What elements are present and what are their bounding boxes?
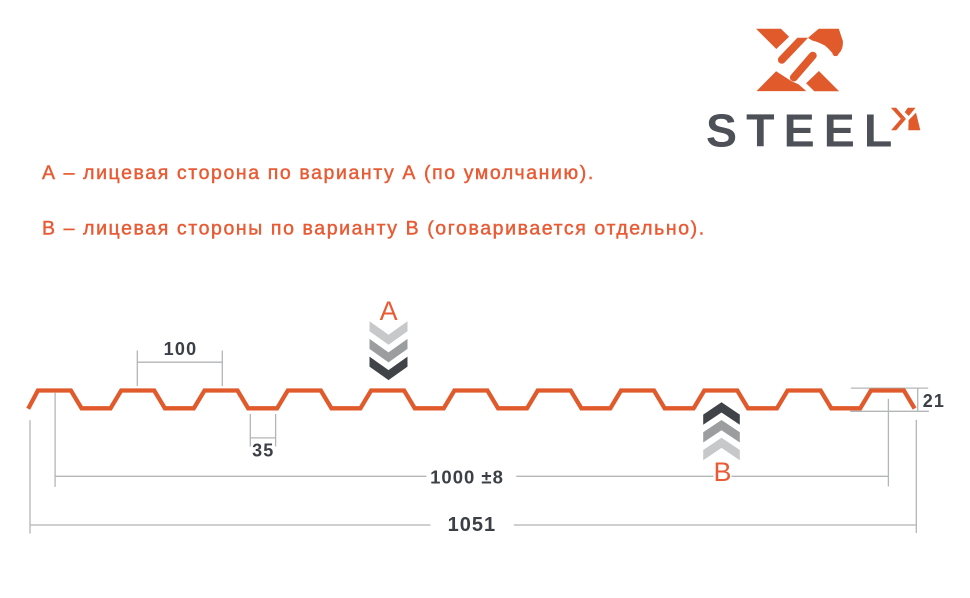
svg-text:А: А (380, 296, 398, 326)
svg-text:STEEL: STEEL (706, 105, 901, 157)
svg-text:В: В (713, 457, 731, 487)
svg-text:В – лицевая стороны по вариант: В – лицевая стороны по варианту В (огова… (42, 218, 706, 240)
svg-text:35: 35 (252, 441, 274, 461)
svg-text:А – лицевая сторона по вариант: А – лицевая сторона по варианту А (по ум… (42, 162, 595, 184)
svg-text:1051: 1051 (448, 514, 497, 536)
svg-text:1000 ±8: 1000 ±8 (430, 466, 504, 487)
svg-text:100: 100 (164, 339, 198, 359)
svg-text:21: 21 (923, 391, 945, 411)
